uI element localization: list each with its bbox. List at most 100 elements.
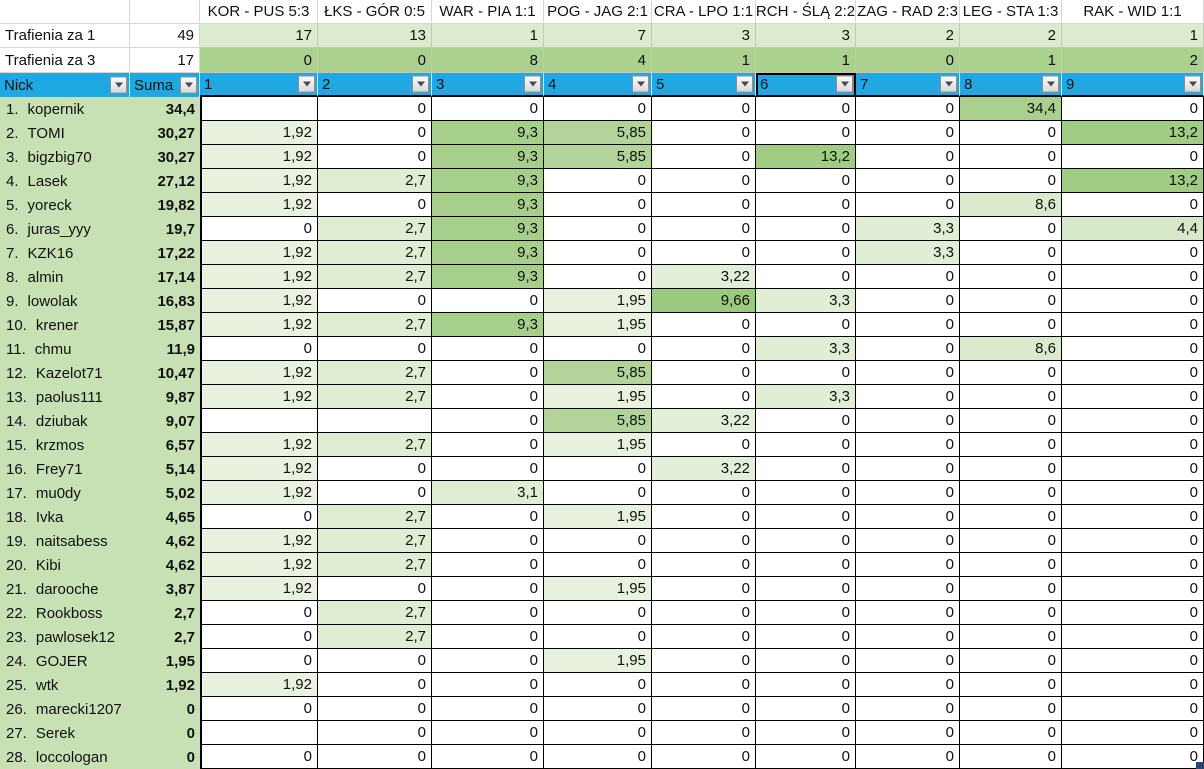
score-cell[interactable]: 5,85: [544, 145, 652, 169]
score-cell[interactable]: 0: [756, 265, 856, 289]
score-cell[interactable]: 9,3: [432, 121, 544, 145]
score-cell[interactable]: 3,3: [856, 241, 960, 265]
score-cell[interactable]: 0: [1062, 313, 1204, 337]
za1-value-cell[interactable]: 1: [1062, 24, 1204, 48]
player-nick-cell[interactable]: 3. bigzbig70: [0, 145, 130, 169]
score-cell[interactable]: 0: [756, 625, 856, 649]
score-cell[interactable]: 0: [756, 553, 856, 577]
match-header-cell[interactable]: WAR - PIA 1:1: [432, 0, 544, 24]
player-suma-cell[interactable]: 3,87: [130, 577, 200, 601]
score-cell[interactable]: 0: [856, 313, 960, 337]
score-cell[interactable]: 0: [1062, 649, 1204, 673]
player-nick-cell[interactable]: 25. wtk: [0, 673, 130, 697]
score-cell[interactable]: 2,7: [318, 241, 432, 265]
score-cell[interactable]: 0: [652, 169, 756, 193]
score-cell[interactable]: 1,92: [200, 577, 318, 601]
score-cell[interactable]: 2,7: [318, 217, 432, 241]
score-cell[interactable]: 0: [960, 457, 1062, 481]
score-cell[interactable]: 0: [756, 169, 856, 193]
score-cell[interactable]: 8,6: [960, 337, 1062, 361]
score-cell[interactable]: 2,7: [318, 625, 432, 649]
player-nick-cell[interactable]: 19. naitsabess: [0, 529, 130, 553]
score-cell[interactable]: 4,4: [1062, 217, 1204, 241]
score-cell[interactable]: 0: [200, 697, 318, 721]
score-cell[interactable]: 0: [544, 193, 652, 217]
player-nick-cell[interactable]: 18. Ivka: [0, 505, 130, 529]
score-cell[interactable]: 0: [432, 553, 544, 577]
filter-header-column[interactable]: 5: [652, 73, 756, 97]
score-cell[interactable]: 0: [432, 649, 544, 673]
match-header-cell[interactable]: RCH - ŚLĄ 2:2: [756, 0, 856, 24]
player-suma-cell[interactable]: 5,02: [130, 481, 200, 505]
za1-value-cell[interactable]: 3: [652, 24, 756, 48]
score-cell[interactable]: [200, 721, 318, 745]
filter-header-nick[interactable]: Nick: [0, 73, 130, 97]
score-cell[interactable]: 0: [1062, 673, 1204, 697]
score-cell[interactable]: 0: [652, 313, 756, 337]
za3-value-cell[interactable]: 4: [544, 48, 652, 73]
score-cell[interactable]: 1,92: [200, 457, 318, 481]
score-cell[interactable]: 0: [1062, 745, 1204, 769]
score-cell[interactable]: 0: [960, 553, 1062, 577]
filter-dropdown-button[interactable]: [110, 76, 127, 94]
player-suma-cell[interactable]: 34,4: [130, 97, 200, 121]
score-cell[interactable]: 0: [1062, 601, 1204, 625]
score-cell[interactable]: 0: [432, 337, 544, 361]
score-cell[interactable]: 0: [318, 577, 432, 601]
score-cell[interactable]: 0: [756, 745, 856, 769]
player-suma-cell[interactable]: 0: [130, 745, 200, 769]
score-cell[interactable]: 2,7: [318, 265, 432, 289]
score-cell[interactable]: 0: [544, 97, 652, 121]
score-cell[interactable]: 9,3: [432, 169, 544, 193]
score-cell[interactable]: 0: [200, 649, 318, 673]
player-suma-cell[interactable]: 27,12: [130, 169, 200, 193]
match-header-cell[interactable]: CRA - LPO 1:1: [652, 0, 756, 24]
score-cell[interactable]: 0: [960, 505, 1062, 529]
score-cell[interactable]: 0: [318, 673, 432, 697]
score-cell[interactable]: 0: [756, 697, 856, 721]
score-cell[interactable]: 0: [652, 145, 756, 169]
score-cell[interactable]: 0: [652, 577, 756, 601]
filter-header-column[interactable]: 6: [756, 73, 856, 97]
score-cell[interactable]: 0: [432, 457, 544, 481]
score-cell[interactable]: 0: [200, 625, 318, 649]
score-cell[interactable]: 0: [756, 241, 856, 265]
score-cell[interactable]: 0: [652, 433, 756, 457]
score-cell[interactable]: 0: [200, 217, 318, 241]
za1-value-cell[interactable]: 13: [318, 24, 432, 48]
score-cell[interactable]: 0: [544, 721, 652, 745]
player-nick-cell[interactable]: 26. marecki1207: [0, 697, 130, 721]
score-cell[interactable]: 2,7: [318, 385, 432, 409]
score-cell[interactable]: 0: [432, 529, 544, 553]
za3-total-cell[interactable]: 17: [130, 48, 200, 73]
score-cell[interactable]: 0: [856, 601, 960, 625]
filter-header-column[interactable]: 7: [856, 73, 960, 97]
score-cell[interactable]: 0: [652, 721, 756, 745]
score-cell[interactable]: 0: [652, 97, 756, 121]
score-cell[interactable]: 1,95: [544, 433, 652, 457]
player-nick-cell[interactable]: 24. GOJER: [0, 649, 130, 673]
score-cell[interactable]: 0: [318, 721, 432, 745]
player-nick-cell[interactable]: 20. Kibi: [0, 553, 130, 577]
score-cell[interactable]: 0: [960, 385, 1062, 409]
score-cell[interactable]: 0: [652, 241, 756, 265]
score-cell[interactable]: 3,1: [432, 481, 544, 505]
score-cell[interactable]: 2,7: [318, 505, 432, 529]
score-cell[interactable]: 0: [1062, 481, 1204, 505]
score-cell[interactable]: 0: [1062, 241, 1204, 265]
score-cell[interactable]: 0: [756, 457, 856, 481]
score-cell[interactable]: 0: [318, 337, 432, 361]
score-cell[interactable]: 0: [318, 745, 432, 769]
score-cell[interactable]: 2,7: [318, 529, 432, 553]
score-cell[interactable]: 3,22: [652, 409, 756, 433]
score-cell[interactable]: 0: [432, 289, 544, 313]
player-suma-cell[interactable]: 1,92: [130, 673, 200, 697]
player-nick-cell[interactable]: 17. mu0dy: [0, 481, 130, 505]
score-cell[interactable]: 0: [856, 649, 960, 673]
player-nick-cell[interactable]: 16. Frey71: [0, 457, 130, 481]
score-cell[interactable]: 0: [960, 625, 1062, 649]
score-cell[interactable]: 0: [856, 529, 960, 553]
filter-dropdown-button[interactable]: [298, 75, 315, 93]
score-cell[interactable]: 0: [200, 337, 318, 361]
score-cell[interactable]: 0: [960, 601, 1062, 625]
